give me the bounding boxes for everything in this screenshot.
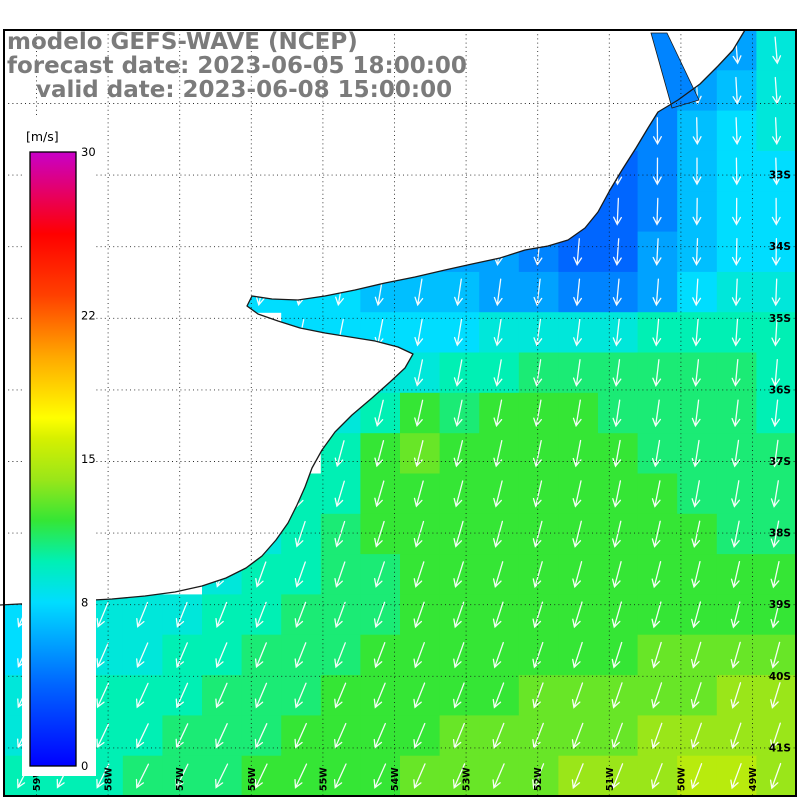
colorbar-ticks: 30 22 15 8 0 [81,145,96,773]
svg-text:53W: 53W [462,767,473,791]
svg-text:34S: 34S [769,241,791,253]
svg-text:55W: 55W [318,767,329,791]
coastal-lagoon [650,32,700,109]
svg-text:8: 8 [81,595,88,609]
svg-text:15: 15 [81,452,96,466]
svg-text:58W: 58W [104,767,115,791]
svg-text:54W: 54W [390,767,401,791]
longitude-labels: 59W 58W 57W 56W 55W 54W 53W 52W 51W 50W 49W [32,767,759,791]
colorbar: [m/s] 30 22 15 8 0 [22,116,96,776]
land-mass [0,30,745,605]
svg-text:51W: 51W [605,767,616,791]
svg-text:0: 0 [81,759,88,773]
map-border [3,29,797,797]
svg-text:57W: 57W [175,767,186,791]
svg-text:35S: 35S [769,313,791,325]
coastline-path [0,29,746,606]
svg-text:49W: 49W [748,767,759,791]
svg-text:56W: 56W [247,767,258,791]
svg-text:52W: 52W [533,767,544,791]
svg-text:59W: 59W [32,767,43,791]
colorbar-gradient-bar [29,151,77,767]
svg-text:30: 30 [81,145,96,159]
svg-text:41S: 41S [769,742,791,754]
svg-text:40S: 40S [769,671,791,683]
svg-text:50W: 50W [676,767,687,791]
svg-text:39S: 39S [769,599,791,611]
grid-lines [4,30,796,796]
svg-text:22: 22 [81,309,96,323]
svg-text:33S: 33S [769,170,791,182]
svg-text:37S: 37S [769,456,791,468]
latitude-labels: 33S 34S 35S 36S 37S 38S 39S 40S 41S [769,170,791,755]
svg-text:36S: 36S [769,384,791,396]
colorbar-unit-label: [m/s] [26,129,59,144]
svg-text:38S: 38S [769,528,791,540]
